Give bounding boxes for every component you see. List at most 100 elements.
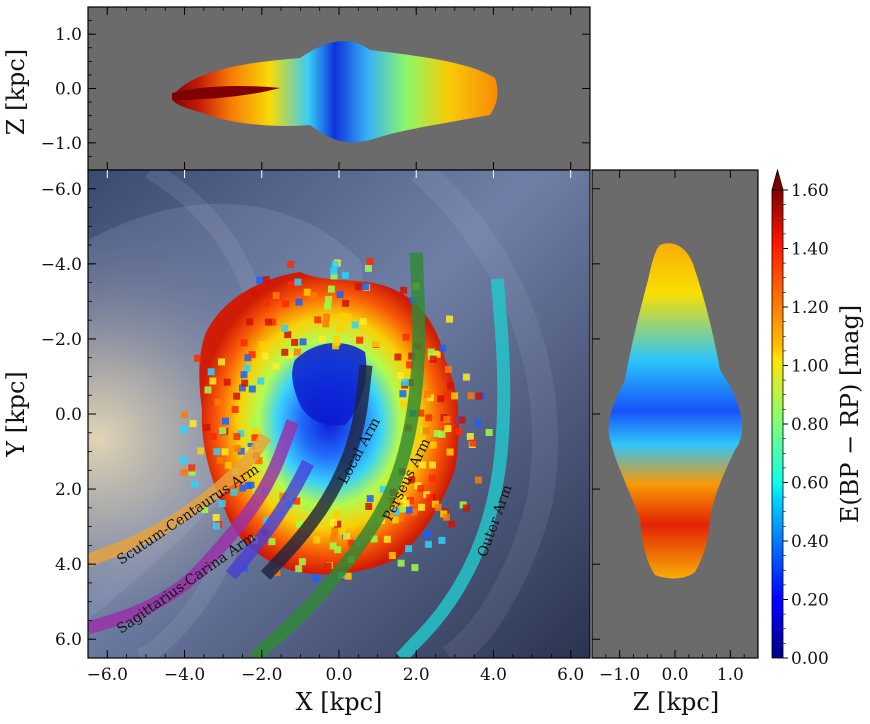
map-cell	[399, 390, 407, 398]
map-cell	[379, 485, 387, 493]
map-cell	[331, 261, 339, 269]
map-cell	[347, 539, 355, 547]
map-cell	[213, 522, 220, 530]
right-xtick-label: −1.0	[599, 665, 640, 685]
map-cell	[286, 351, 294, 359]
map-cell	[298, 558, 306, 566]
map-cell	[244, 354, 252, 362]
main-ytick-label: −2.0	[41, 330, 82, 350]
map-cell	[221, 448, 229, 456]
main-ylabel: Y [kpc]	[2, 371, 30, 458]
map-cell	[209, 433, 217, 440]
right-panel	[591, 169, 759, 659]
map-cell	[434, 503, 442, 511]
map-cell	[366, 258, 374, 265]
map-cell	[366, 495, 374, 503]
map-cell	[408, 476, 416, 484]
map-cell	[339, 527, 347, 535]
map-cell	[180, 426, 188, 434]
map-cell	[455, 428, 463, 436]
map-cell	[359, 318, 367, 325]
map-cell	[372, 340, 380, 348]
top-extinction-map	[172, 40, 498, 143]
map-cell	[263, 299, 270, 307]
map-cell	[303, 288, 311, 296]
map-cell	[417, 485, 425, 493]
main-xtick-label: −6.0	[87, 665, 128, 685]
map-cell	[433, 430, 441, 437]
map-cell	[244, 482, 252, 490]
map-cell	[288, 281, 296, 289]
map-cell	[429, 355, 437, 363]
map-cell	[364, 264, 372, 272]
map-cell	[313, 536, 321, 544]
map-cell	[181, 411, 188, 419]
map-cell	[424, 391, 431, 398]
map-cell	[203, 423, 211, 431]
right-xlabel: Z [kpc]	[633, 688, 719, 716]
map-cell	[269, 318, 277, 326]
map-cell	[406, 361, 414, 369]
map-cell	[425, 414, 433, 422]
colorbar-label: E(BP − RP) [mag]	[836, 305, 864, 523]
right-xtick-label: 0.0	[661, 665, 688, 685]
map-cell	[418, 503, 425, 511]
map-cell	[336, 291, 344, 299]
map-cell	[427, 348, 435, 356]
top-panel	[87, 6, 591, 171]
colorbar-gradient	[771, 189, 784, 659]
map-cell	[467, 392, 475, 400]
map-cell	[282, 300, 290, 308]
map-cell	[419, 461, 427, 469]
map-cell	[451, 392, 459, 400]
map-cell	[284, 331, 292, 339]
map-cell	[188, 468, 196, 476]
map-cell	[446, 448, 454, 456]
map-cell	[222, 417, 229, 425]
map-cell	[219, 427, 227, 435]
map-cell	[224, 461, 232, 469]
map-cell	[291, 338, 299, 346]
map-cell	[439, 344, 447, 352]
map-cell	[333, 335, 341, 343]
map-cell	[287, 261, 295, 268]
map-cell	[207, 368, 215, 376]
map-cell	[418, 436, 426, 444]
map-cell	[294, 278, 302, 286]
map-cell	[299, 338, 307, 346]
map-cell	[474, 476, 482, 484]
map-cell	[272, 292, 280, 300]
spiral-arm-0	[88, 432, 271, 567]
map-cell	[239, 484, 247, 492]
map-cell	[462, 373, 470, 381]
map-cell	[255, 457, 263, 465]
map-cell	[402, 333, 410, 341]
map-cell	[474, 419, 482, 427]
map-cell	[329, 542, 337, 550]
map-cell	[341, 271, 349, 279]
map-cell	[241, 379, 249, 387]
map-cell	[396, 514, 404, 522]
map-cell	[327, 285, 335, 293]
map-cell	[304, 503, 312, 511]
map-cell	[433, 350, 441, 358]
map-cell	[429, 461, 436, 469]
map-cell	[443, 392, 450, 400]
main-xlabel: X [kpc]	[296, 688, 383, 716]
map-cell	[446, 315, 453, 323]
map-cell	[243, 364, 251, 372]
map-cell	[424, 540, 432, 548]
spiral-arm-1	[88, 419, 299, 635]
map-cell	[322, 313, 330, 321]
main-ytick-label: 6.0	[55, 630, 82, 650]
colorbar-extend-arrow	[771, 168, 784, 191]
map-cell	[351, 321, 359, 329]
map-cell	[354, 283, 362, 291]
map-cell	[261, 352, 269, 360]
right-extinction-map	[608, 243, 743, 579]
map-cell	[338, 312, 346, 320]
map-cell	[394, 353, 402, 361]
main-xtick-label: 0.0	[325, 665, 352, 685]
map-cell	[383, 535, 391, 543]
